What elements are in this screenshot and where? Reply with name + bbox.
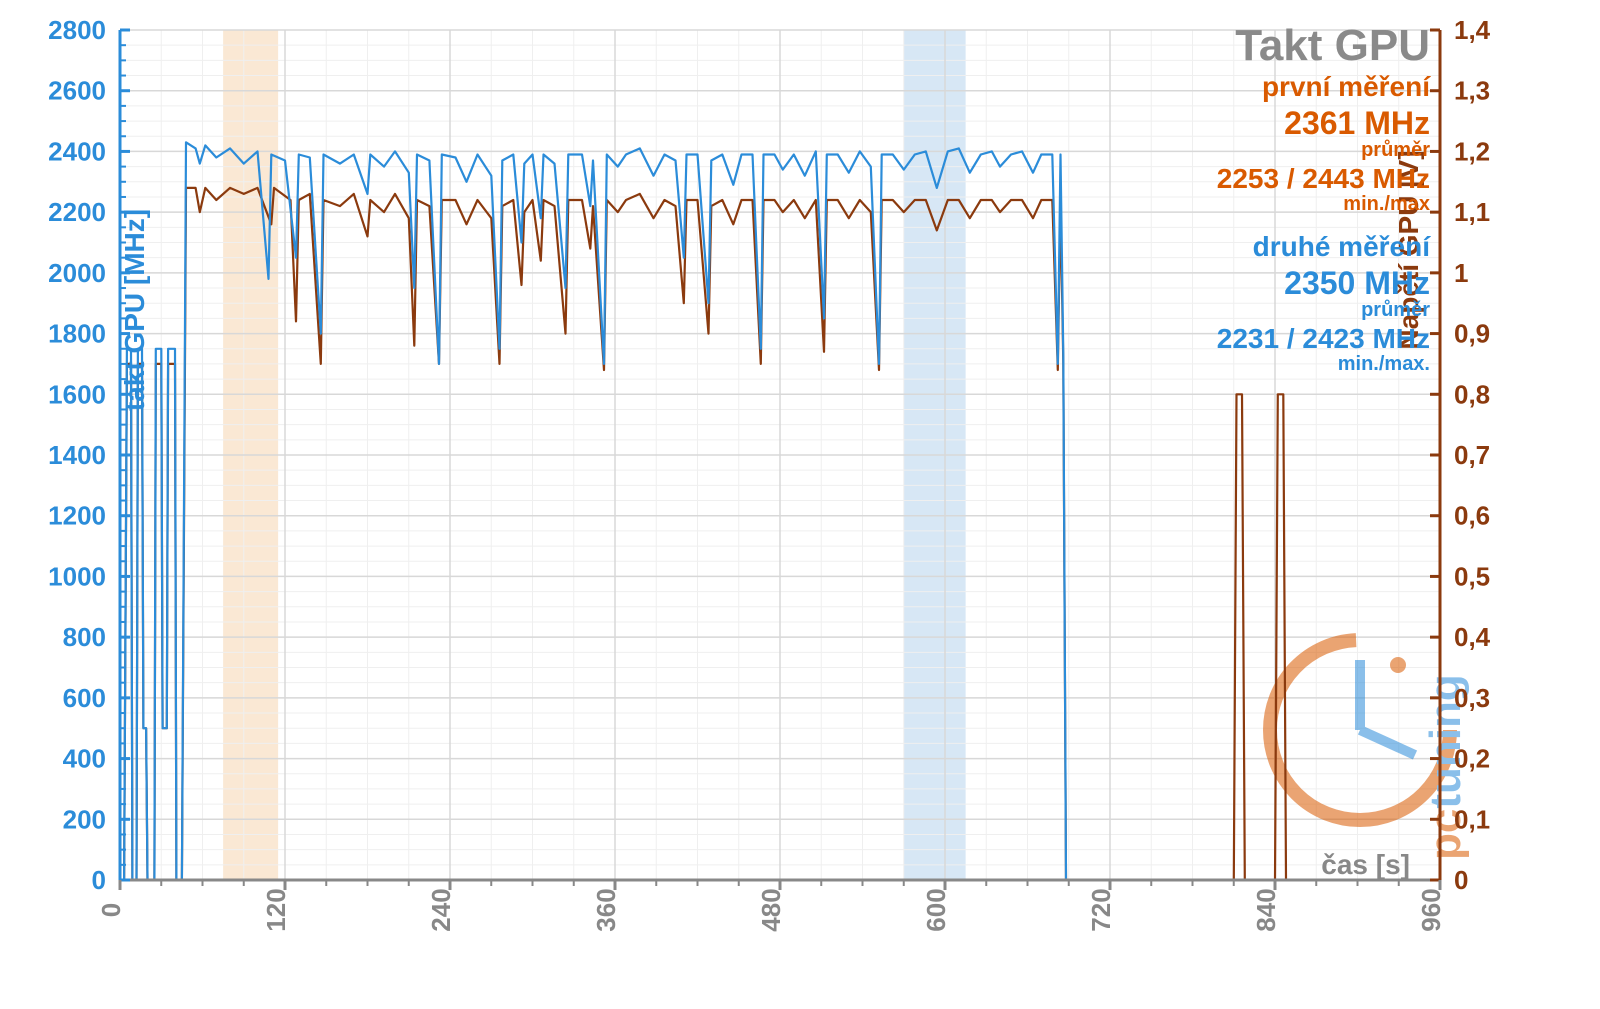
yleft-tick-label: 400 [63, 744, 106, 774]
yright-tick-label: 0,7 [1454, 440, 1490, 470]
ann-first-avg: 2361 MHz [1284, 105, 1430, 141]
ann-first-label: první měření [1262, 71, 1431, 102]
x-tick-label: 960 [1416, 888, 1446, 931]
yleft-tick-label: 2400 [48, 136, 106, 166]
x-tick-label: 360 [591, 888, 621, 931]
yleft-tick-label: 2800 [48, 15, 106, 45]
yright-tick-label: 0,1 [1454, 804, 1490, 834]
yleft-tick-label: 2600 [48, 76, 106, 106]
yleft-tick-label: 2200 [48, 197, 106, 227]
yleft-axis-label: takt GPU [MHz] [119, 209, 150, 411]
ann-second-range-sub: min./max. [1338, 353, 1430, 375]
ann-first-range-sub: min./max [1343, 193, 1430, 215]
yright-tick-label: 1,4 [1454, 15, 1491, 45]
yright-tick-label: 0,9 [1454, 319, 1490, 349]
x-tick-label: 480 [756, 888, 786, 931]
yright-tick-label: 0,8 [1454, 379, 1490, 409]
x-tick-label: 720 [1086, 888, 1116, 931]
gpu-clock-chart: pctuning02004006008001000120014001600180… [0, 0, 1600, 1009]
yright-tick-label: 0,5 [1454, 561, 1490, 591]
ann-first-avg-sub: průměr [1361, 139, 1430, 161]
ann-second-range: 2231 / 2423 MHz [1217, 323, 1430, 354]
yleft-tick-label: 800 [63, 622, 106, 652]
x-tick-label: 240 [426, 888, 456, 931]
x-axis-label: čas [s] [1321, 849, 1410, 880]
ann-second-avg: 2350 MHz [1284, 265, 1430, 301]
yleft-tick-label: 1600 [48, 379, 106, 409]
yright-tick-label: 1,1 [1454, 197, 1490, 227]
chart-title: Takt GPU [1235, 21, 1430, 70]
x-tick-label: 840 [1251, 888, 1281, 931]
yleft-tick-label: 600 [63, 683, 106, 713]
yright-tick-label: 0,6 [1454, 501, 1490, 531]
yright-tick-label: 0,2 [1454, 744, 1490, 774]
yleft-tick-label: 1800 [48, 319, 106, 349]
yleft-tick-label: 1200 [48, 501, 106, 531]
yleft-tick-label: 200 [63, 804, 106, 834]
yright-tick-label: 0,4 [1454, 622, 1491, 652]
x-tick-label: 600 [921, 888, 951, 931]
ann-second-label: druhé měření [1253, 231, 1432, 262]
x-tick-label: 0 [96, 903, 126, 917]
x-tick-label: 120 [261, 888, 291, 931]
yleft-tick-label: 1000 [48, 561, 106, 591]
yright-tick-label: 1,2 [1454, 136, 1490, 166]
yright-tick-label: 1 [1454, 258, 1468, 288]
yleft-tick-label: 1400 [48, 440, 106, 470]
yleft-tick-label: 0 [92, 865, 106, 895]
yright-tick-label: 1,3 [1454, 76, 1490, 106]
ann-first-range: 2253 / 2443 MHz [1217, 163, 1430, 194]
ann-second-avg-sub: průměr [1361, 299, 1430, 321]
yright-tick-label: 0,3 [1454, 683, 1490, 713]
yleft-tick-label: 2000 [48, 258, 106, 288]
yright-tick-label: 0 [1454, 865, 1468, 895]
